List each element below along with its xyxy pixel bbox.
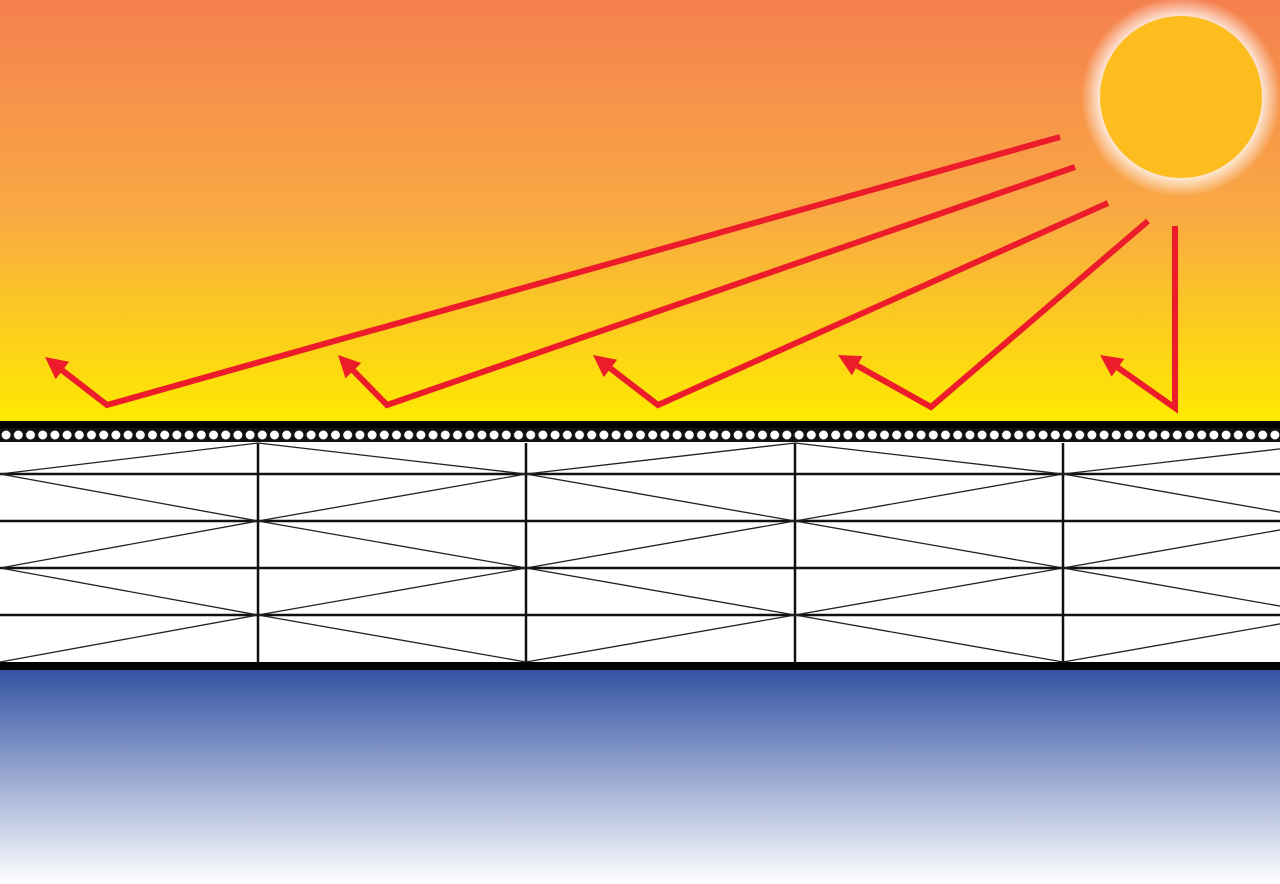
reflected-ray: [1116, 226, 1178, 414]
panel-diagonal: [525, 567, 796, 616]
reflected-ray-arrow-icon: [593, 355, 618, 378]
panel-diagonal: [525, 442, 796, 475]
panel-diagonal: [794, 567, 1064, 616]
panel-diagonal: [1062, 623, 1280, 663]
panel-diagonal: [257, 520, 527, 569]
sun-icon: [1100, 16, 1262, 178]
panel-diagonal: [794, 442, 1064, 475]
reflected-ray-arrow-icon: [338, 355, 362, 379]
panel-diagonal: [1062, 473, 1280, 513]
reflected-ray-arrow-icon: [1100, 355, 1125, 377]
panel-diagonal: [257, 473, 527, 522]
panel-diagonal: [525, 520, 796, 569]
panel-diagonal: [257, 614, 527, 663]
panel-diagonal: [0, 567, 259, 616]
panel-diagonal: [0, 520, 259, 569]
panel-body: [0, 443, 1280, 662]
panel-diagonal: [794, 520, 1064, 569]
panel-diagonal: [257, 567, 527, 616]
panel-diagonal: [257, 442, 527, 475]
reflected-ray-arrow-icon: [45, 357, 70, 380]
panel-diagonal: [525, 473, 796, 522]
panel-diagonal: [1062, 529, 1280, 569]
reflected-ray-arrow-icon: [838, 355, 863, 376]
insulation-panel: [0, 421, 1280, 670]
panel-diagonal: [1062, 448, 1280, 475]
panel-diagonal: [794, 614, 1064, 663]
panel-diagonal: [0, 614, 259, 663]
panel-diagonal: [0, 442, 259, 475]
panel-diagonal: [525, 614, 796, 663]
ground: [0, 670, 1280, 884]
reflected-ray: [608, 200, 1110, 409]
panel-top-edge: [0, 421, 1280, 428]
reflected-ray: [351, 164, 1076, 409]
panel-diagonal: [794, 473, 1064, 522]
reflective-bead-layer: [0, 428, 1280, 442]
sky: [0, 0, 1280, 421]
panel-diagonal: [1062, 567, 1280, 607]
reflected-ray: [855, 218, 1150, 411]
reflected-ray: [60, 134, 1061, 409]
panel-diagonal: [0, 473, 259, 522]
sun-rays: [45, 134, 1178, 414]
panel-bottom-edge: [0, 662, 1280, 670]
